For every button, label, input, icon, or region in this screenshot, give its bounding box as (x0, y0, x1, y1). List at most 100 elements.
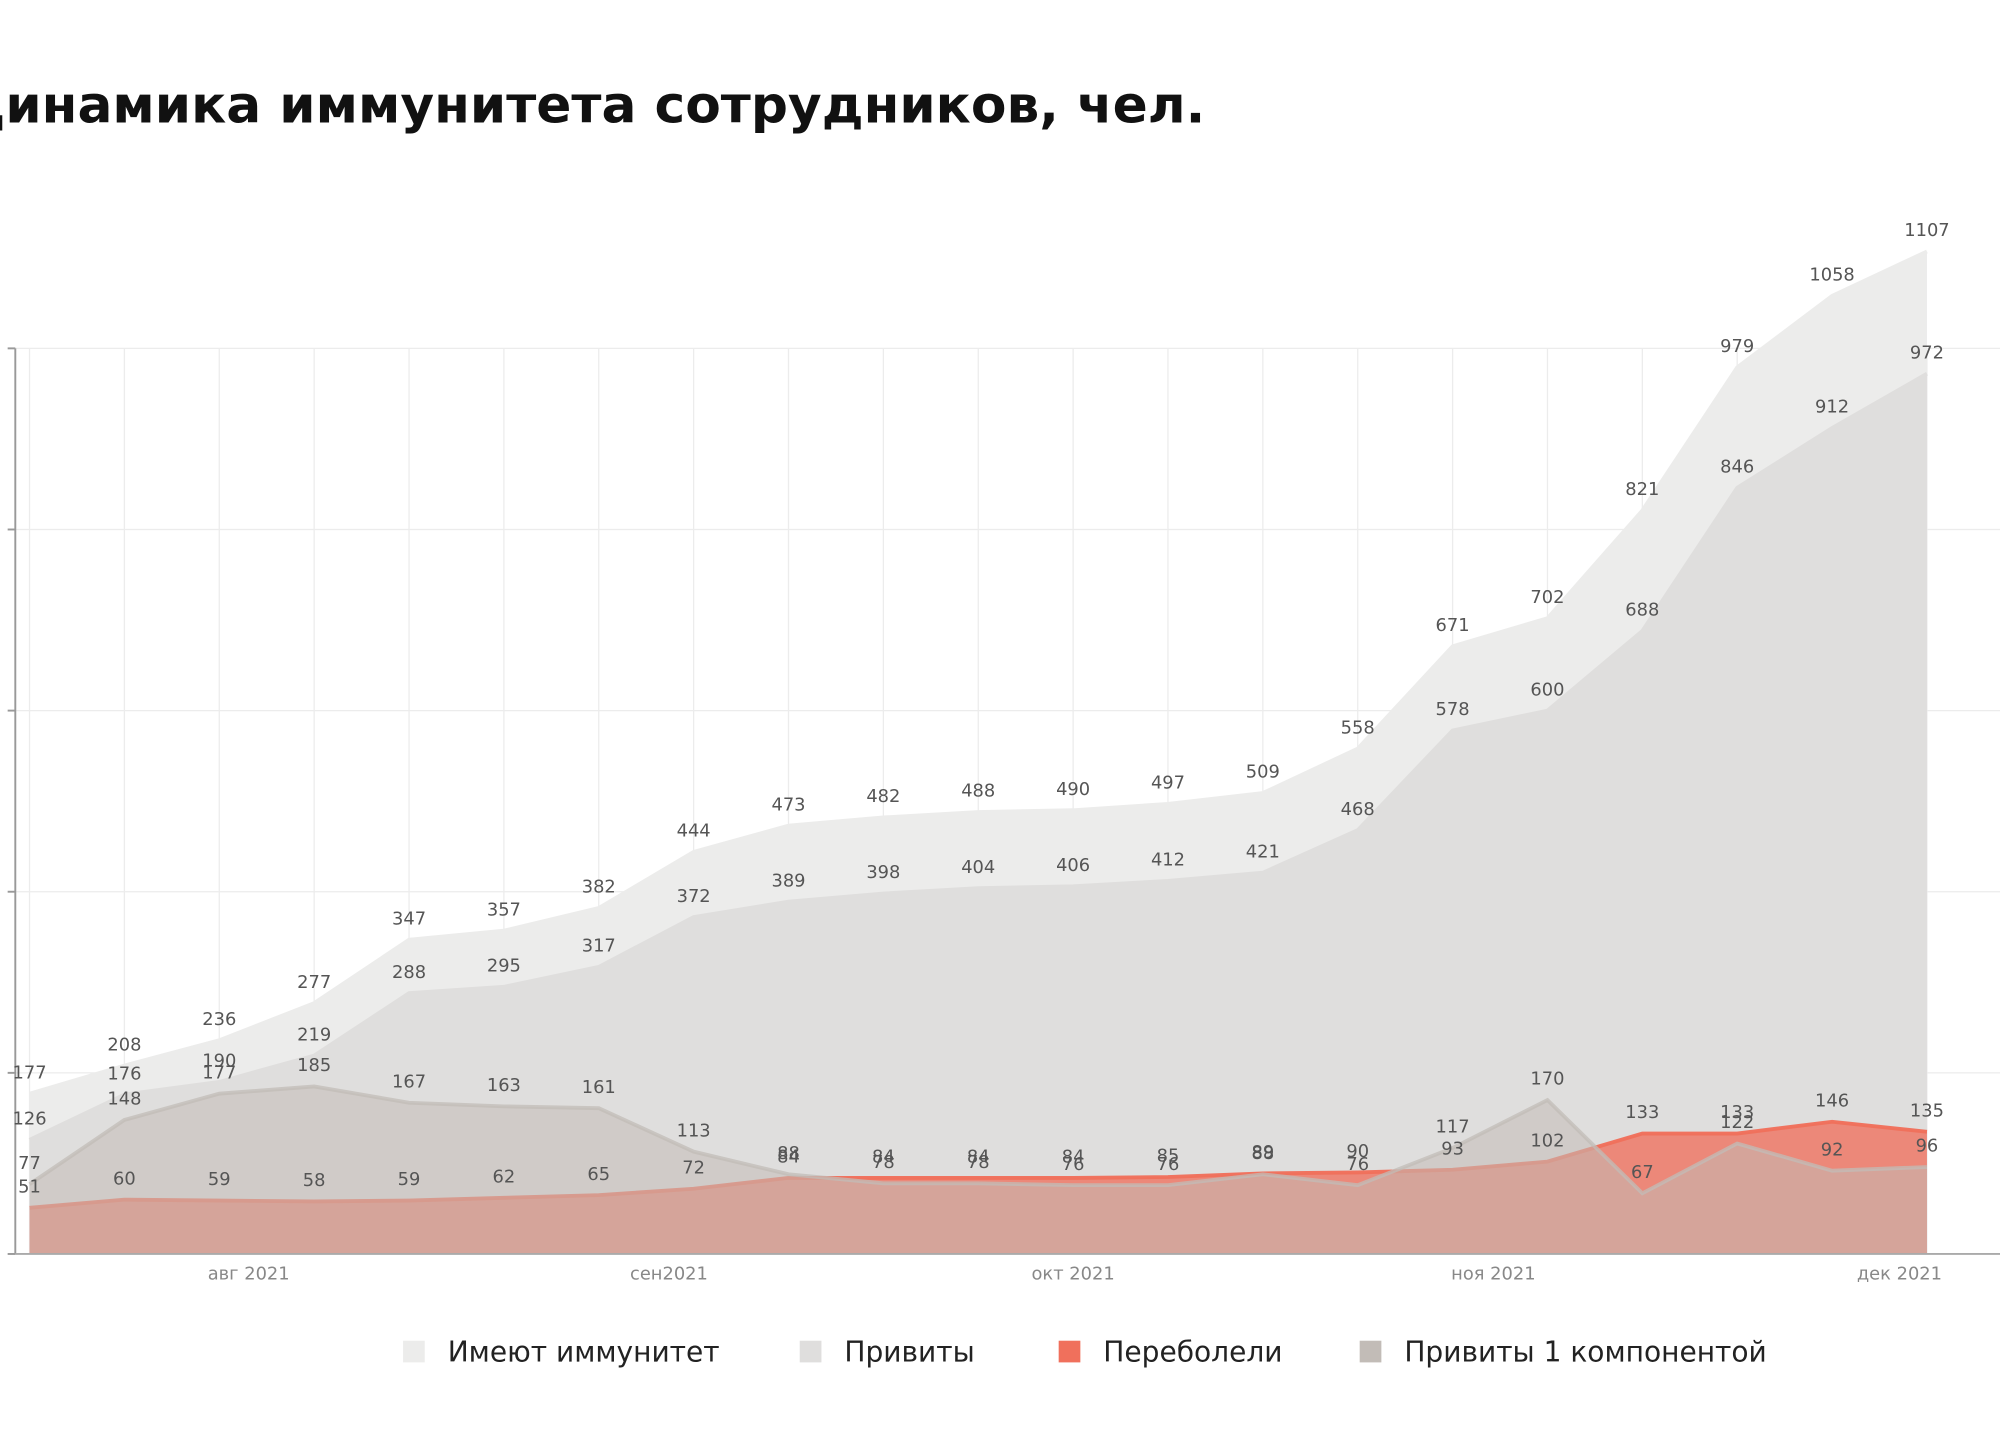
data-label: 93 (1441, 1138, 1464, 1159)
data-label: 846 (1720, 457, 1754, 478)
data-label: 468 (1341, 799, 1375, 820)
data-label: 236 (202, 1009, 236, 1030)
data-label: 176 (107, 1063, 141, 1084)
data-label: 122 (1720, 1112, 1754, 1133)
data-label: 389 (771, 870, 805, 891)
legend-label: Привиты (844, 1335, 974, 1368)
data-label: 177 (13, 1062, 47, 1083)
data-label: 702 (1530, 587, 1564, 608)
legend-label: Привиты 1 компонентой (1404, 1335, 1766, 1368)
data-label: 59 (208, 1169, 231, 1190)
data-label: 72 (682, 1157, 705, 1178)
data-label: 77 (18, 1153, 41, 1174)
data-label: 88 (777, 1143, 800, 1164)
data-label: 190 (202, 1051, 236, 1072)
data-label: 208 (107, 1034, 141, 1055)
data-label: 972 (1910, 342, 1944, 363)
data-label: 90 (1346, 1141, 1369, 1162)
data-label: 177 (202, 1062, 236, 1083)
data-label: 578 (1436, 699, 1470, 720)
area-line (28, 372, 1928, 1142)
data-label: 84 (967, 1147, 990, 1168)
data-label: 76 (1062, 1154, 1085, 1175)
data-label: 398 (866, 862, 900, 883)
legend-swatch (403, 1340, 425, 1363)
data-label: 76 (1157, 1154, 1180, 1175)
data-label: 185 (297, 1055, 331, 1076)
data-label: 76 (1346, 1154, 1369, 1175)
data-label: 671 (1436, 615, 1470, 636)
data-label: 78 (872, 1152, 895, 1173)
data-label: 146 (1815, 1090, 1849, 1111)
x-tick-label: ноя 2021 (1451, 1263, 1535, 1284)
data-label: 497 (1151, 773, 1185, 794)
data-label: 85 (1157, 1146, 1180, 1167)
data-label: 558 (1341, 717, 1375, 738)
data-label: 1107 (1904, 220, 1949, 241)
data-label: 382 (582, 877, 616, 898)
data-label: 295 (487, 956, 521, 977)
data-label: 62 (493, 1167, 516, 1188)
data-label: 488 (961, 781, 995, 802)
data-label: 688 (1625, 600, 1659, 621)
legend-swatch (1058, 1340, 1081, 1363)
data-label: 372 (677, 886, 711, 907)
data-label: 600 (1530, 679, 1564, 700)
data-label: 60 (113, 1168, 136, 1189)
data-label: 84 (1062, 1147, 1085, 1168)
data-label: 167 (392, 1071, 426, 1092)
area (29, 1086, 1927, 1254)
data-label: 65 (587, 1164, 610, 1185)
legend-swatch (1359, 1340, 1382, 1363)
data-label: 96 (1916, 1136, 1939, 1157)
data-label: 490 (1056, 779, 1090, 800)
data-label: 482 (866, 786, 900, 807)
data-label: 78 (967, 1152, 990, 1173)
data-label: 163 (487, 1075, 521, 1096)
data-label: 219 (297, 1024, 331, 1045)
data-label: 277 (297, 972, 331, 993)
data-label: 59 (398, 1169, 421, 1190)
data-label: 89 (1251, 1142, 1274, 1163)
legend-label: Переболели (1103, 1335, 1282, 1368)
data-label: 317 (582, 936, 616, 957)
data-label: 148 (107, 1089, 141, 1110)
data-label: 58 (303, 1170, 326, 1191)
data-label: 421 (1246, 841, 1280, 862)
data-label: 117 (1436, 1117, 1470, 1138)
data-label: 170 (1530, 1069, 1564, 1090)
data-label: 92 (1821, 1139, 1844, 1160)
data-label: 126 (13, 1109, 47, 1130)
data-label: 412 (1151, 850, 1185, 871)
data-label: 509 (1246, 762, 1280, 783)
chart-title: Динамика иммунитета сотрудников, чел. (0, 77, 1205, 136)
x-tick-label: сен2021 (630, 1263, 708, 1284)
data-label: 135 (1910, 1100, 1944, 1121)
data-label: 979 (1720, 336, 1754, 357)
data-label: 1058 (1809, 265, 1854, 286)
area-line (28, 249, 1928, 1096)
data-label: 357 (487, 899, 521, 920)
area-line (28, 1084, 1928, 1196)
data-label: 161 (582, 1077, 616, 1098)
data-label: 133 (1720, 1102, 1754, 1123)
legend-label: Имеют иммунитет (448, 1335, 720, 1368)
data-label: 84 (777, 1147, 800, 1168)
data-label: 288 (392, 962, 426, 983)
data-label: 102 (1530, 1130, 1564, 1151)
x-tick-label: окт 2021 (1032, 1263, 1115, 1284)
data-label: 821 (1625, 479, 1659, 500)
legend-swatch (799, 1340, 822, 1363)
data-label: 88 (1251, 1143, 1274, 1164)
data-label: 444 (677, 821, 711, 842)
data-label: 404 (961, 857, 995, 878)
data-label: 51 (18, 1176, 41, 1197)
data-label: 473 (771, 794, 805, 815)
data-label: 67 (1631, 1162, 1654, 1183)
data-label: 406 (1056, 855, 1090, 876)
area (29, 373, 1927, 1254)
data-label: 912 (1815, 397, 1849, 418)
x-tick-label: дек 2021 (1857, 1263, 1942, 1284)
